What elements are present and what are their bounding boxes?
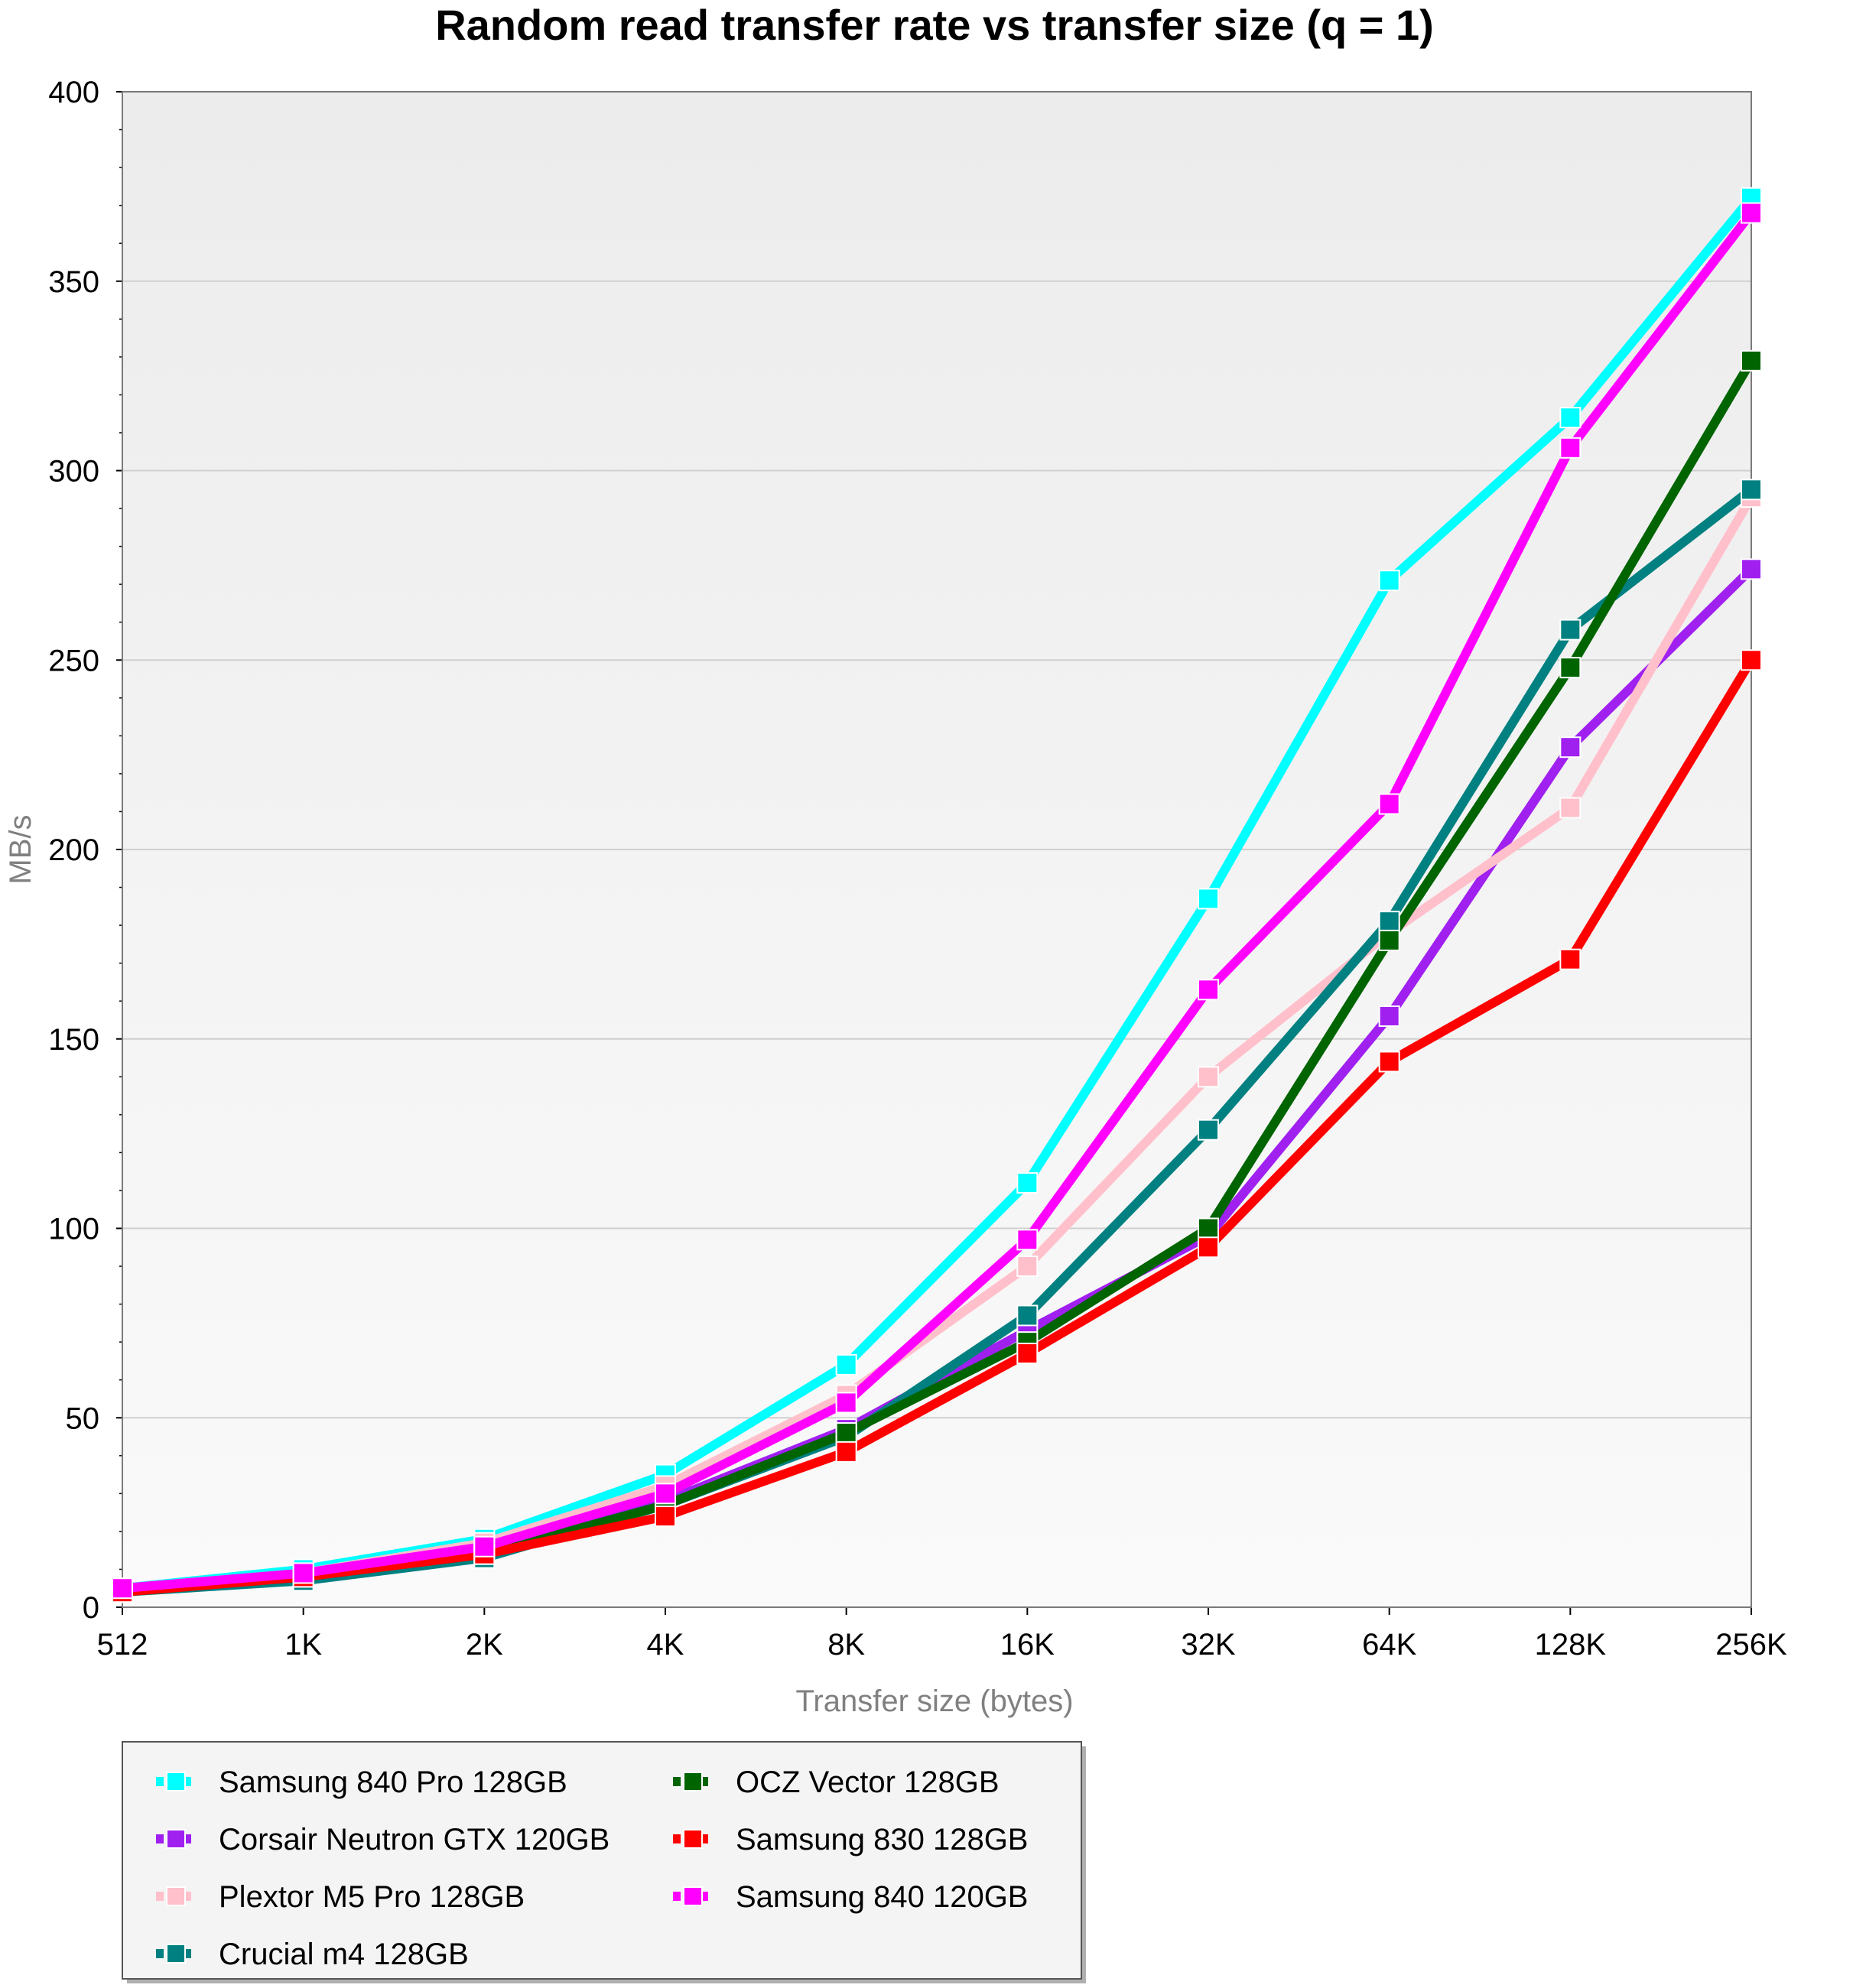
legend-swatch-marker [166, 1772, 186, 1791]
legend-entry-label: Samsung 840 Pro 128GB [219, 1765, 567, 1799]
data-point [1198, 1236, 1219, 1259]
y-tick-label: 250 [48, 644, 99, 677]
legend-swatch-marker [683, 1772, 703, 1791]
y-tick-label: 350 [48, 265, 99, 299]
x-tick-label: 2K [466, 1628, 503, 1662]
data-point [1741, 649, 1762, 671]
data-point [1559, 797, 1582, 819]
legend-entry-label: Samsung 840 120GB [736, 1880, 1028, 1914]
x-tick-label: 32K [1181, 1628, 1235, 1662]
legend-entry-label: Corsair Neutron GTX 120GB [219, 1823, 610, 1856]
data-point [1378, 793, 1400, 815]
chart-title: Random read transfer rate vs transfer si… [435, 1, 1434, 49]
x-tick-label: 128K [1535, 1628, 1607, 1662]
data-point [1198, 1119, 1219, 1141]
data-point [835, 1422, 857, 1444]
x-tick-label: 256K [1715, 1628, 1787, 1662]
series-line-6 [118, 208, 1756, 1593]
legend-swatch-marker [683, 1829, 703, 1849]
y-tick-label: 150 [48, 1023, 99, 1057]
data-point [473, 1535, 496, 1558]
data-point [1198, 1217, 1219, 1239]
data-point [1559, 657, 1582, 679]
data-point [1198, 1066, 1219, 1088]
x-axis-label: Transfer size (bytes) [795, 1684, 1073, 1718]
data-point [1741, 202, 1762, 224]
data-point [835, 1441, 857, 1463]
data-point [835, 1392, 857, 1414]
data-point [1378, 1051, 1400, 1073]
data-point [655, 1506, 676, 1528]
data-point [1016, 1172, 1039, 1194]
y-tick-label: 200 [48, 833, 99, 867]
data-point [655, 1483, 676, 1505]
legend-entry-label: OCZ Vector 128GB [736, 1765, 1000, 1799]
data-point [292, 1562, 314, 1584]
data-point [112, 1577, 133, 1600]
data-point [1559, 736, 1582, 758]
x-tick-label: 1K [284, 1628, 322, 1662]
data-point [1559, 948, 1582, 970]
data-point [1378, 570, 1400, 592]
y-tick-label: 400 [48, 76, 99, 109]
data-point [1559, 407, 1582, 429]
data-point [1016, 1343, 1039, 1365]
data-point [1016, 1255, 1039, 1278]
y-tick-label: 0 [83, 1591, 99, 1625]
x-tick-label: 512 [97, 1628, 148, 1662]
data-point [1559, 619, 1582, 641]
data-point [1741, 558, 1762, 580]
data-point [1198, 979, 1219, 1001]
legend-swatch-marker [166, 1829, 186, 1849]
legend-swatch-marker [166, 1886, 186, 1906]
x-tick-label: 4K [647, 1628, 684, 1662]
legend-entry-label: Samsung 830 128GB [736, 1823, 1028, 1856]
y-tick-label: 300 [48, 455, 99, 489]
x-tick-label: 8K [827, 1628, 865, 1662]
data-point [1741, 479, 1762, 501]
data-point [1378, 1005, 1400, 1028]
data-point [1559, 437, 1582, 459]
x-tick-label: 64K [1362, 1628, 1416, 1662]
legend-entry-label: Plextor M5 Pro 128GB [219, 1880, 525, 1914]
x-tick-label: 16K [1000, 1628, 1055, 1662]
data-point [1378, 911, 1400, 933]
legend [122, 1741, 1082, 1980]
y-tick-label: 50 [66, 1402, 100, 1435]
series-line-5 [118, 655, 1756, 1597]
data-point [1016, 1304, 1039, 1327]
y-tick-label: 100 [48, 1213, 99, 1246]
legend-swatch-marker [683, 1886, 703, 1906]
data-point [1016, 1229, 1039, 1251]
legend-entry-label: Crucial m4 128GB [219, 1938, 469, 1971]
data-point [1741, 349, 1762, 372]
data-point [835, 1353, 857, 1376]
legend-swatch-marker [166, 1944, 186, 1964]
data-point [1198, 888, 1219, 910]
data-point [1378, 929, 1400, 951]
plot-border [122, 91, 1752, 1608]
y-axis-label: MB/s [4, 814, 37, 884]
